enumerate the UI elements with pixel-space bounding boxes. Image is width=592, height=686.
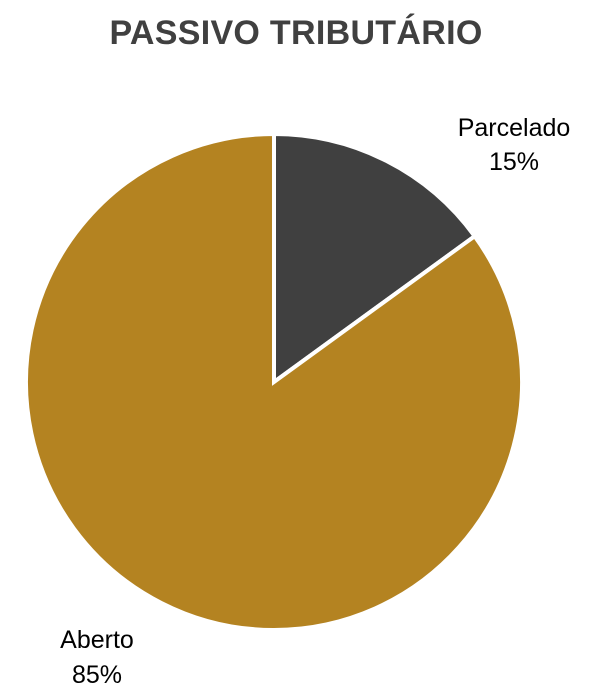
pie-slices (24, 131, 524, 632)
slice-label-value-aberto: 85% (72, 661, 122, 686)
slice-label-name-parcelado: Parcelado (458, 114, 571, 142)
slice-label-name-aberto: Aberto (60, 626, 134, 654)
pie-slice-parcelado (272, 131, 478, 386)
chart-title: PASSIVO TRIBUTÁRIO (109, 14, 483, 52)
slice-label-value-parcelado: 15% (489, 148, 539, 176)
pie-slice-aberto (24, 131, 524, 632)
pie-labels: Parcelado 15% Aberto 85% (60, 114, 570, 686)
